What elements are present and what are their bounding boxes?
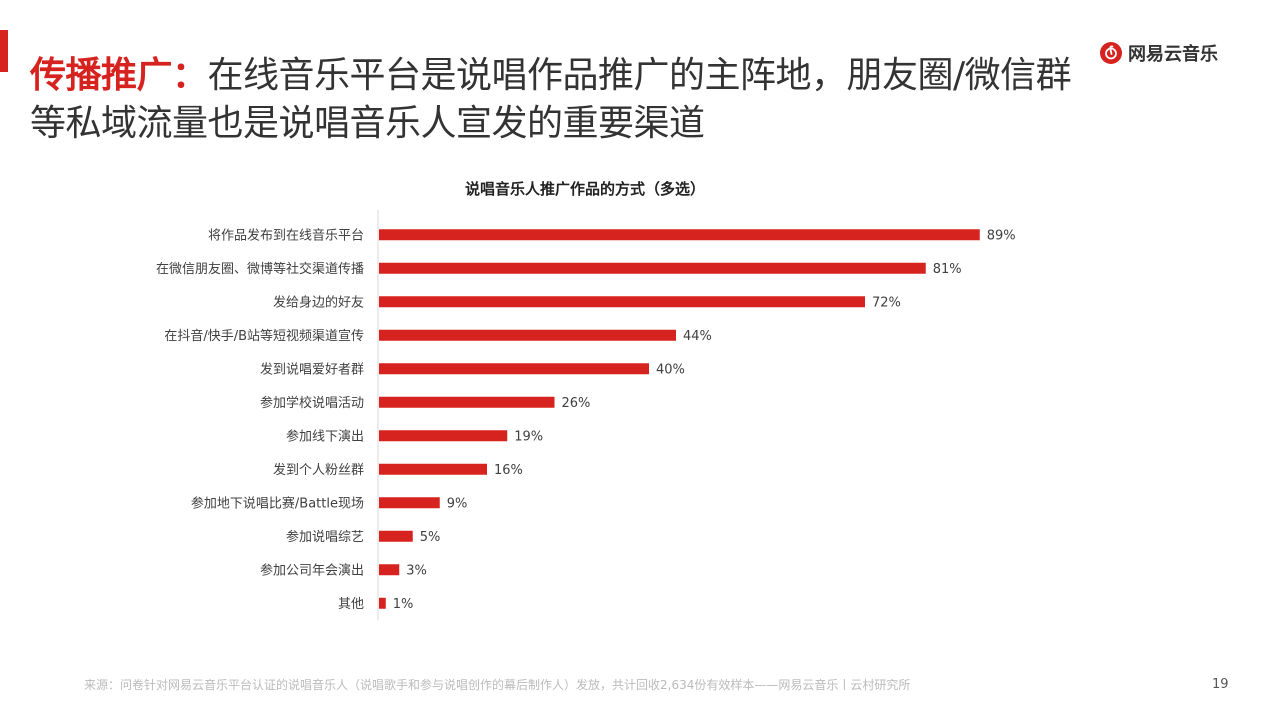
title-accent-bar: [0, 30, 8, 72]
brand: 网易云音乐: [1100, 40, 1218, 66]
bar: [379, 363, 649, 375]
value-label: 44%: [683, 329, 712, 344]
bar: [379, 597, 386, 609]
bar-chart: 将作品发布到在线音乐平台 89% 在微信朋友圈、微博等社交渠道传播 81% 发给身边的好…: [156, 210, 1016, 620]
bar: [379, 463, 487, 475]
brand-name: 网易云音乐: [1128, 44, 1218, 65]
bar: [379, 497, 440, 509]
value-label: 89%: [987, 228, 1016, 243]
category-label: 在抖音/快手/B站等短视频渠道宣传: [164, 328, 364, 344]
page-number: 19: [1212, 677, 1229, 692]
category-label: 参加公司年会演出: [260, 562, 364, 578]
value-label: 5%: [420, 530, 441, 545]
value-label: 1%: [393, 597, 414, 612]
bar: [379, 430, 508, 442]
category-label: 参加线下演出: [286, 428, 364, 444]
value-label: 19%: [514, 429, 543, 444]
bar: [379, 296, 865, 308]
bar: [379, 396, 555, 408]
value-label: 16%: [494, 463, 523, 478]
bar: [379, 564, 400, 576]
netease-cloud-music-logo-icon: [1100, 42, 1122, 64]
chart-title: 说唱音乐人推广作品的方式（多选）: [464, 180, 705, 198]
category-label: 参加学校说唱活动: [260, 395, 364, 411]
category-label: 其他: [338, 597, 364, 612]
source-note: 来源：问卷针对网易云音乐平台认证的说唱音乐人（说唱歌手和参与说唱创作的幕后制作人…: [84, 678, 911, 692]
title-text: 在线音乐平台是说唱作品推广的主阵地，朋友圈/微信群等私域流量也是说唱音乐人宣发的…: [30, 55, 1072, 145]
category-label: 参加说唱综艺: [286, 529, 364, 545]
value-label: 9%: [447, 496, 468, 511]
value-label: 72%: [872, 295, 901, 310]
category-label: 参加地下说唱比赛/Battle现场: [191, 495, 364, 511]
bar: [379, 329, 676, 341]
page-title: 传播推广：在线音乐平台是说唱作品推广的主阵地，朋友圈/微信群等私域流量也是说唱音…: [30, 52, 1080, 148]
bar: [379, 530, 413, 542]
category-label: 发到说唱爱好者群: [260, 361, 364, 377]
category-label: 发给身边的好友: [273, 294, 364, 310]
value-label: 26%: [562, 396, 591, 411]
title-highlight: 传播推广：: [30, 55, 208, 97]
bar: [379, 262, 926, 274]
bar: [379, 229, 980, 241]
category-label: 发到个人粉丝群: [273, 462, 364, 478]
category-label: 将作品发布到在线音乐平台: [208, 227, 364, 243]
value-label: 81%: [933, 262, 962, 277]
value-label: 3%: [406, 563, 427, 578]
value-label: 40%: [656, 362, 685, 377]
category-label: 在微信朋友圈、微博等社交渠道传播: [156, 261, 364, 277]
